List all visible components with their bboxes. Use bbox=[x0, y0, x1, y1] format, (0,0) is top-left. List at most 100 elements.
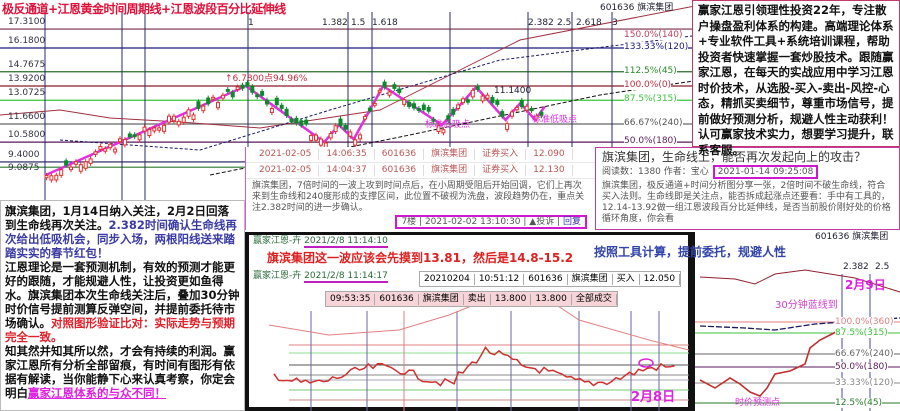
candle bbox=[127, 133, 132, 138]
percent-level-label: 66.67%(240) bbox=[624, 117, 683, 128]
reply-link[interactable]: 回复 bbox=[562, 217, 581, 227]
candle bbox=[294, 117, 299, 124]
report-link[interactable]: ▲投诉 bbox=[529, 217, 555, 227]
candle bbox=[529, 108, 534, 112]
candle bbox=[304, 119, 309, 125]
channel-line bbox=[699, 317, 900, 331]
candle bbox=[382, 81, 387, 88]
slogan: 按照工具计算，提前委托，规避人性 bbox=[594, 245, 787, 259]
paragraph: 江恩理论是一套预测机制，有效的预测才能更好的跟随，才能规避人性，让投资更如鱼得水… bbox=[5, 260, 240, 330]
candle bbox=[181, 116, 186, 123]
candle bbox=[73, 161, 78, 165]
candle bbox=[299, 120, 304, 126]
candle bbox=[431, 118, 436, 122]
predict-point-label: 时价预测点 bbox=[735, 398, 781, 408]
cell: 601636 bbox=[375, 293, 419, 305]
fib-label: 2.5 bbox=[875, 262, 890, 272]
candle bbox=[426, 106, 431, 112]
candle bbox=[510, 111, 514, 117]
comment-time: 2021-02-02 13:10:30 bbox=[424, 217, 521, 227]
candle bbox=[348, 131, 353, 137]
candle bbox=[88, 158, 93, 164]
candle bbox=[191, 114, 196, 121]
comment-text: 旗滨集团，7倍时间的一波上攻到时间点后，在小周期受阻后开始回调，它们上再次来到生… bbox=[252, 181, 585, 213]
fib-time-label: 1 bbox=[248, 18, 254, 28]
candle bbox=[539, 111, 544, 117]
fib-time-label: 1.618 bbox=[372, 18, 398, 28]
date-label: 2月9日 bbox=[845, 278, 886, 292]
cell: 12.130 bbox=[526, 165, 573, 176]
candle bbox=[524, 105, 529, 111]
candle bbox=[279, 104, 284, 109]
fib-time-label: 2.382 bbox=[528, 18, 554, 28]
cell: 旗滨集团 bbox=[419, 293, 464, 305]
percent-level-label: 12.5%(45) bbox=[835, 398, 883, 408]
candle bbox=[137, 134, 142, 141]
cell: 证券买入 bbox=[475, 149, 527, 160]
channel-line bbox=[59, 34, 700, 151]
price-axis-label: 14.7675 bbox=[8, 59, 46, 70]
candle bbox=[338, 118, 343, 127]
candle bbox=[216, 102, 220, 109]
candle bbox=[142, 126, 147, 132]
fib-time-label: 3 bbox=[612, 18, 618, 28]
fib-label: 2.382 bbox=[843, 262, 869, 272]
candle bbox=[225, 89, 230, 92]
candle bbox=[206, 97, 211, 105]
percent-level-label: 133.33%(120) bbox=[624, 42, 689, 53]
cell: 14:04:37 bbox=[319, 165, 375, 176]
cell: 2021-02-05 bbox=[252, 165, 320, 176]
candle bbox=[446, 115, 451, 122]
candle bbox=[309, 134, 314, 141]
price-axis-label: 9.0875 bbox=[8, 162, 40, 173]
percent-level-label: 112.5%(45) bbox=[624, 65, 677, 76]
candle bbox=[367, 107, 372, 112]
candle bbox=[505, 123, 510, 131]
intro-text: 赢家江恩引领理性投资22年，专注散户操盘盈利体系的构建。高端理论体系+专业软件工… bbox=[698, 3, 894, 157]
percent-level-label: 100.0%(0) bbox=[624, 80, 672, 90]
candle bbox=[54, 174, 59, 181]
candle bbox=[436, 124, 441, 132]
candle bbox=[397, 88, 402, 93]
candle bbox=[470, 89, 475, 98]
price-axis-label: 11.6600 bbox=[8, 111, 46, 122]
candle bbox=[363, 116, 367, 120]
article-panel: 旗滨集团，生命线上，能否再次发起向上的攻击？ 阅读数：1380 作者：宝心202… bbox=[595, 147, 900, 230]
article-body: 旗滨集团，极反通道+时间分析图分享一张，2倍时间不破生命线，符合买入法则。生命线… bbox=[602, 181, 891, 224]
candle bbox=[284, 108, 289, 116]
system-link[interactable]: 赢家江恩体系的与众不同！ bbox=[28, 386, 166, 400]
note-label: 30分钟蓝线到 bbox=[775, 300, 838, 311]
cell: 13.800 bbox=[531, 293, 572, 305]
candle bbox=[402, 99, 407, 105]
cell: 12.050 bbox=[640, 273, 681, 285]
candle bbox=[333, 125, 338, 133]
candle bbox=[269, 107, 274, 113]
price-axis-label: 9.4000 bbox=[8, 149, 40, 160]
candle bbox=[387, 91, 392, 96]
candle bbox=[64, 160, 69, 166]
cell: 旗滨集团 bbox=[424, 165, 476, 176]
cell: 卖出 bbox=[464, 293, 491, 305]
message-time: 2021/2/8 11:14:10 bbox=[304, 236, 388, 248]
candle bbox=[461, 98, 465, 104]
article-meta: 阅读数：1380 作者：宝心 bbox=[602, 167, 709, 177]
article-title[interactable]: 旗滨集团，生命线上，能否再次发起向上的攻击？ bbox=[602, 150, 893, 164]
candle bbox=[250, 86, 255, 93]
target-circle bbox=[638, 358, 654, 368]
candle bbox=[240, 84, 245, 89]
price-axis-label: 16.1800 bbox=[8, 36, 46, 47]
candle bbox=[318, 138, 323, 146]
percent-level-label: 150.0%(140) bbox=[624, 30, 683, 40]
candle bbox=[162, 124, 167, 132]
candle bbox=[392, 84, 397, 89]
candle bbox=[167, 115, 171, 123]
percent-level-label: 87.5%(315) bbox=[624, 94, 677, 105]
candle bbox=[485, 94, 490, 99]
candle bbox=[475, 85, 480, 90]
candle bbox=[377, 89, 382, 93]
candle bbox=[534, 115, 539, 120]
high-annotation: 11.1400 bbox=[494, 86, 532, 96]
candle bbox=[49, 175, 54, 181]
candle bbox=[108, 143, 113, 149]
candle bbox=[260, 91, 265, 96]
